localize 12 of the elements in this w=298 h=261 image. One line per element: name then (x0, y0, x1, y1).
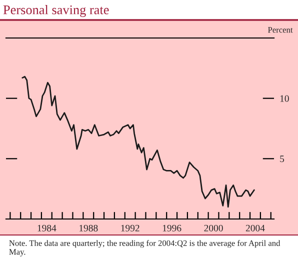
text: Note. The data are quarterly; the reading for 2004:Q2 is the average for April and May. (9, 240, 280, 256)
chart-title: Personal saving rate (3, 5, 109, 17)
y-tick-label: 5 (280, 156, 284, 162)
x-tick-label: 1992 (121, 224, 140, 232)
x-tick-label: 2000 (204, 224, 223, 232)
line-series (22, 76, 255, 208)
x-tick-label: 2004 (246, 224, 265, 232)
y-tick-label: 10 (280, 95, 289, 102)
x-tick-label: 1996 (162, 224, 182, 232)
y-axis-title: Percent (268, 27, 293, 33)
x-tick-label: 1984 (38, 224, 56, 232)
x-tick-label: 1988 (80, 224, 98, 232)
